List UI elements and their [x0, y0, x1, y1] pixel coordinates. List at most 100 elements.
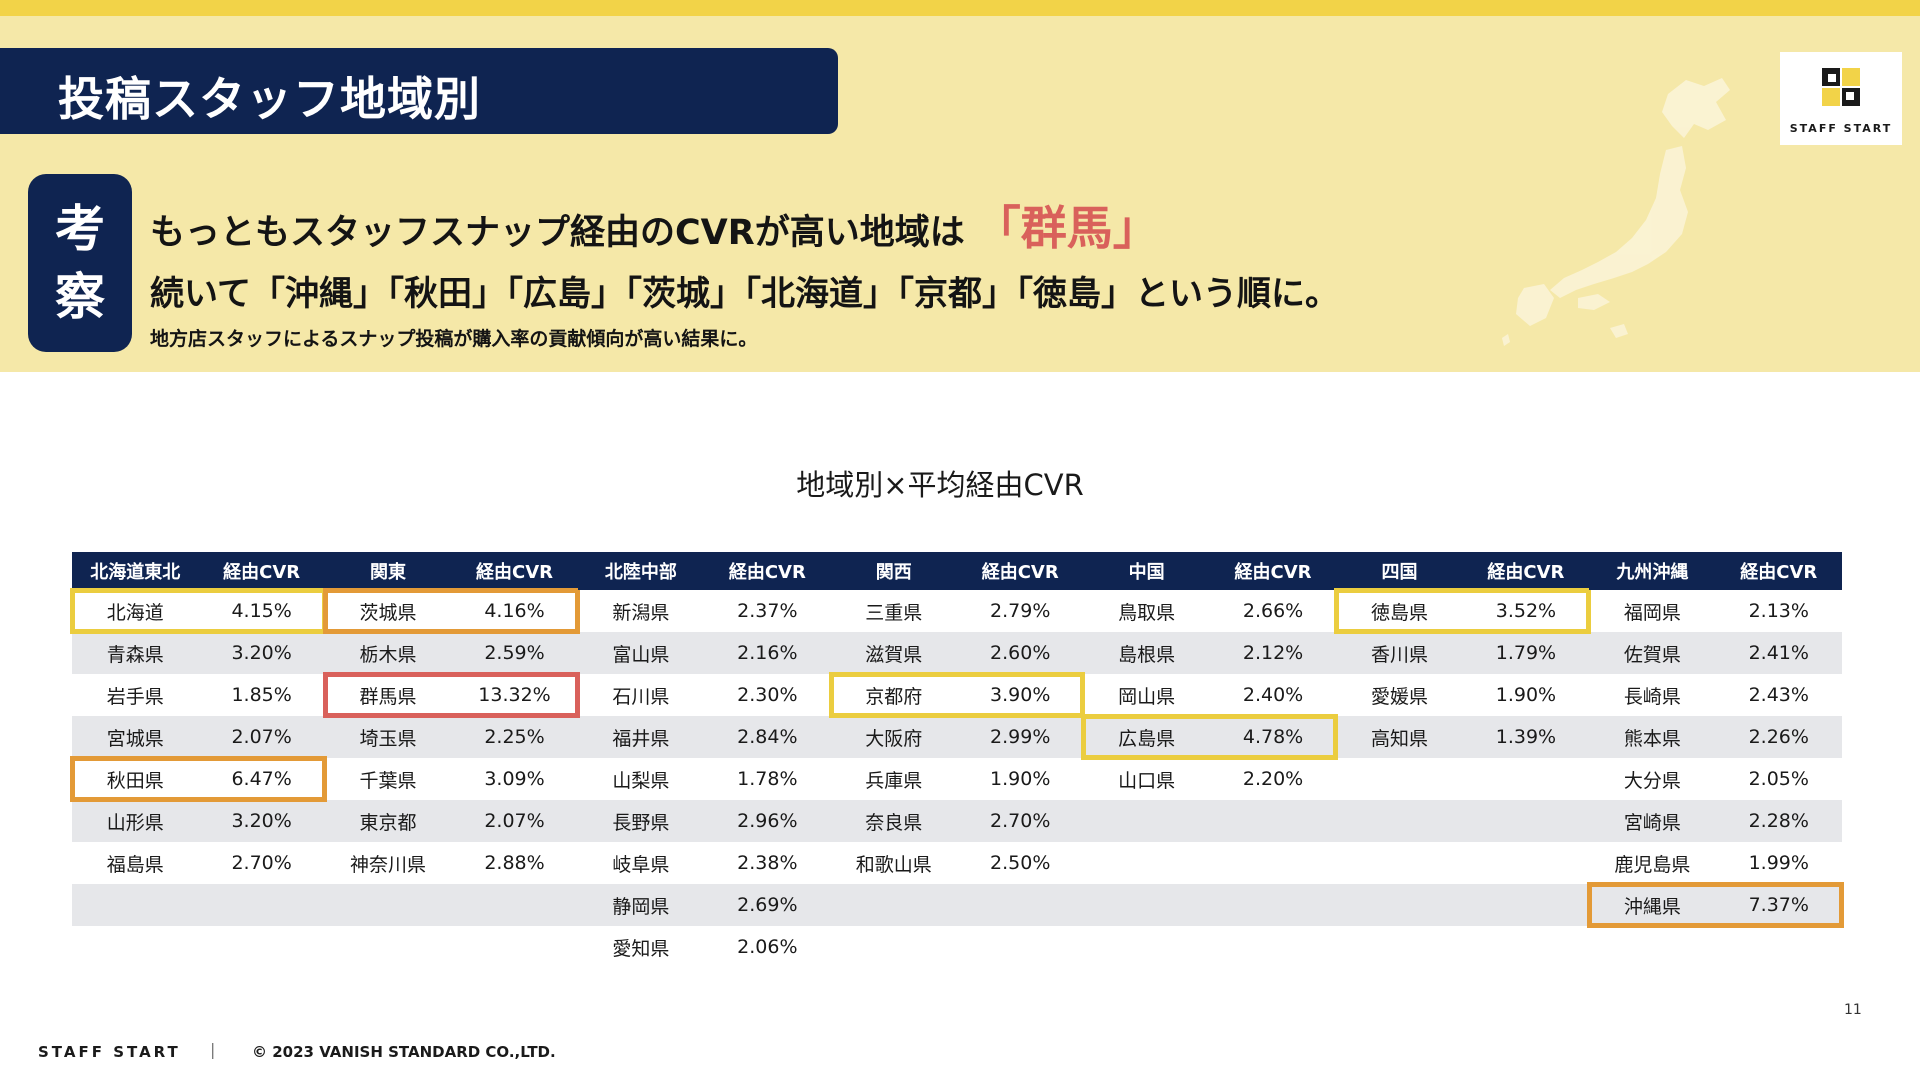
highlight-box-orange	[322, 588, 580, 634]
prefecture-cell: 山形県	[106, 811, 164, 834]
cvr-cell: 1.90%	[1495, 684, 1557, 706]
footer-separator: |	[210, 1040, 216, 1059]
prefecture-cell: 兵庫県	[865, 769, 923, 792]
cvr-cell: 2.30%	[737, 684, 798, 706]
highlight-box-yellow	[828, 672, 1086, 718]
prefecture-cell: 茨城県	[359, 601, 417, 624]
cvr-cell: 2.50%	[990, 852, 1051, 874]
cvr-cell: 2.26%	[1748, 726, 1809, 748]
cvr-cell: 3.20%	[231, 642, 292, 664]
prefecture-cell: 愛知県	[612, 937, 670, 960]
cvr-cell: 2.84%	[737, 726, 798, 748]
prefecture-cell: 和歌山県	[855, 853, 932, 876]
cvr-header: 経由CVR	[957, 552, 1084, 590]
table-row-stripe	[72, 884, 1842, 926]
highlight-box-yellow	[1081, 714, 1339, 760]
cvr-cell: 2.41%	[1748, 642, 1809, 664]
insight-badge: 考 察	[28, 174, 132, 352]
cvr-cell: 2.37%	[737, 600, 798, 622]
cvr-cell: 1.85%	[231, 684, 292, 706]
prefecture-cell: 鳥取県	[1118, 601, 1176, 624]
region-header: 中国	[1083, 552, 1210, 590]
insight-headline-text: もっともスタッフスナップ経由のCVRが高い地域は	[150, 213, 965, 253]
prefecture-cell: 北海道	[106, 601, 164, 624]
cvr-header: 経由CVR	[1462, 552, 1590, 590]
prefecture-cell: 新潟県	[612, 601, 670, 624]
prefecture-cell: 埼玉県	[359, 727, 417, 750]
insight-note: 地方店スタッフによるスナップ投稿が購入率の貢献傾向が高い結果に。	[150, 328, 758, 350]
table-title: 地域別×平均経由CVR	[796, 468, 1084, 502]
region-header: 関東	[324, 552, 452, 590]
cvr-cell: 1.99%	[1748, 852, 1809, 874]
prefecture-cell: 福岡県	[1623, 601, 1681, 624]
prefecture-cell: 岩手県	[106, 685, 164, 708]
cvr-cell: 1.79%	[1495, 642, 1557, 664]
prefecture-cell: 神奈川県	[350, 853, 427, 876]
prefecture-cell: 山梨県	[612, 769, 670, 792]
highlight-box-red	[322, 672, 580, 718]
region-header: 北海道東北	[72, 552, 199, 590]
prefecture-cell: 長野県	[612, 811, 670, 834]
cvr-cell: 2.43%	[1748, 684, 1809, 706]
footer-copyright: © 2023 VANISH STANDARD CO.,LTD.	[252, 1043, 556, 1061]
cvr-header: 経由CVR	[704, 552, 831, 590]
footer-brand: STAFF START	[38, 1043, 181, 1061]
prefecture-cell: 熊本県	[1623, 727, 1681, 750]
prefecture-cell: 東京都	[359, 811, 417, 834]
prefecture-cell: 福島県	[106, 853, 164, 876]
table-row-stripe	[72, 632, 1842, 674]
cvr-cell: 1.90%	[990, 768, 1051, 790]
cvr-cell: 2.28%	[1748, 810, 1809, 832]
prefecture-cell: 島根県	[1118, 643, 1176, 666]
prefecture-cell: 宮崎県	[1623, 811, 1681, 834]
cvr-header: 経由CVR	[1209, 552, 1337, 590]
prefecture-cell: 栃木県	[359, 643, 417, 666]
region-cvr-table: 北海道東北 経由CVR 北海道 4.15% 青森県 3.20% 岩手県 1.85% 宮城県 2.0…	[70, 552, 1844, 968]
cvr-cell: 4.78%	[1242, 726, 1304, 748]
prefecture-cell: 徳島県	[1370, 601, 1428, 624]
prefecture-cell: 高知県	[1370, 727, 1428, 750]
cvr-cell: 1.78%	[737, 768, 798, 790]
prefecture-cell: 福井県	[612, 727, 670, 750]
region-header: 北陸中部	[577, 552, 705, 590]
cvr-cell: 2.25%	[484, 726, 545, 748]
prefecture-cell: 山口県	[1118, 769, 1176, 792]
cvr-cell: 3.90%	[990, 684, 1051, 706]
cvr-cell: 3.52%	[1495, 600, 1557, 622]
prefecture-cell: 京都府	[865, 685, 923, 708]
slide-title: 投稿スタッフ地域別	[58, 72, 481, 126]
cvr-cell: 1.39%	[1495, 726, 1557, 748]
cvr-cell: 2.40%	[1242, 684, 1304, 706]
insight-ranking: 続いて「沖縄」「秋田」「広島」「茨城」「北海道」「京都」「徳島」という順に。	[150, 274, 1339, 314]
cvr-cell: 2.07%	[484, 810, 545, 832]
prefecture-cell: 宮城県	[106, 727, 164, 750]
cvr-cell: 2.06%	[737, 936, 798, 958]
prefecture-cell: 静岡県	[612, 895, 670, 918]
prefecture-cell: 広島県	[1118, 727, 1176, 750]
staff-start-logo-icon	[1822, 68, 1860, 106]
cvr-cell: 2.69%	[737, 894, 798, 916]
insight-badge-char-2: 察	[55, 268, 105, 326]
cvr-cell: 2.79%	[990, 600, 1051, 622]
prefecture-cell: 大分県	[1623, 769, 1681, 792]
insight-headline-accent: 「群馬」	[974, 201, 1159, 255]
highlight-box-orange	[70, 756, 327, 802]
cvr-cell: 3.20%	[231, 810, 292, 832]
cvr-cell: 2.20%	[1242, 768, 1304, 790]
cvr-cell: 6.47%	[231, 768, 292, 790]
region-header: 関西	[830, 552, 957, 590]
cvr-cell: 2.05%	[1748, 768, 1809, 790]
slide-title-bar: 投稿スタッフ地域別	[0, 48, 838, 134]
region-header: 四国	[1336, 552, 1463, 590]
prefecture-cell: 三重県	[865, 601, 923, 624]
prefecture-cell: 千葉県	[359, 769, 417, 792]
prefecture-cell: 石川県	[612, 685, 670, 708]
staff-start-logo-text: STAFF START	[1789, 122, 1893, 135]
insight-badge-char-1: 考	[55, 200, 105, 258]
staff-start-logo: STAFF START	[1780, 52, 1902, 145]
cvr-cell: 2.07%	[231, 726, 292, 748]
cvr-cell: 2.96%	[737, 810, 798, 832]
cvr-cell: 2.70%	[231, 852, 292, 874]
cvr-header: 経由CVR	[1715, 552, 1842, 590]
table-row-stripe	[72, 716, 1842, 758]
